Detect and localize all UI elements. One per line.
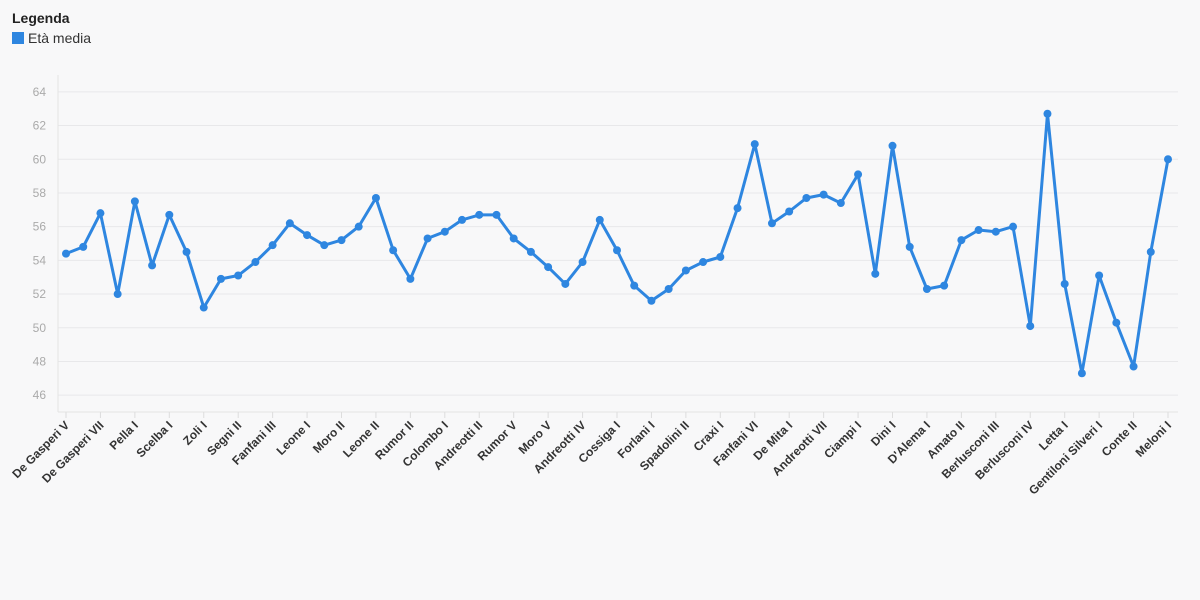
x-tick-label: Leone I (274, 418, 314, 458)
data-point[interactable] (664, 284, 673, 293)
series-eta-media (62, 109, 1172, 378)
y-tick-label: 48 (33, 354, 47, 368)
data-point[interactable] (389, 246, 398, 255)
data-point[interactable] (182, 247, 191, 256)
data-point[interactable] (871, 269, 880, 278)
data-point[interactable] (974, 226, 983, 235)
data-point[interactable] (613, 246, 621, 255)
data-point[interactable] (544, 263, 553, 272)
data-point[interactable] (234, 271, 243, 280)
data-point[interactable] (905, 242, 914, 251)
data-point[interactable] (526, 247, 535, 256)
data-point[interactable] (1112, 318, 1121, 327)
y-tick-label: 62 (33, 119, 47, 133)
data-point[interactable] (113, 290, 122, 299)
data-point[interactable] (320, 241, 329, 250)
data-point[interactable] (1146, 247, 1155, 256)
data-point[interactable] (888, 141, 897, 150)
data-point[interactable] (96, 209, 105, 218)
y-tick-label: 56 (33, 220, 47, 234)
data-point[interactable] (1026, 322, 1035, 331)
data-point[interactable] (716, 252, 725, 261)
data-point[interactable] (1060, 279, 1069, 288)
data-point[interactable] (922, 284, 931, 293)
data-point[interactable] (561, 279, 570, 288)
data-point[interactable] (1077, 369, 1086, 378)
series-line (65, 112, 1170, 375)
data-point[interactable] (509, 234, 518, 243)
legend-swatch (12, 32, 24, 44)
data-point[interactable] (130, 197, 139, 206)
data-point[interactable] (216, 274, 225, 283)
data-point[interactable] (268, 241, 277, 250)
data-point[interactable] (733, 204, 742, 213)
y-tick-label: 64 (33, 85, 47, 99)
data-point[interactable] (940, 281, 949, 290)
data-point[interactable] (836, 199, 845, 208)
data-point[interactable] (371, 194, 380, 203)
data-point[interactable] (854, 170, 863, 179)
x-tick-label: De Gasperi VII (39, 418, 106, 485)
data-point[interactable] (1129, 362, 1138, 371)
data-point[interactable] (423, 234, 432, 243)
y-tick-label: 54 (33, 253, 47, 267)
data-point[interactable] (681, 266, 690, 275)
data-point[interactable] (630, 281, 639, 290)
data-point[interactable] (406, 274, 415, 283)
y-tick-label: 50 (33, 321, 47, 335)
x-tick-label: Conte II (1099, 418, 1140, 459)
data-point[interactable] (802, 194, 811, 203)
data-point[interactable] (785, 207, 794, 216)
data-point[interactable] (991, 227, 1000, 236)
data-point[interactable] (62, 249, 70, 258)
data-point[interactable] (440, 227, 449, 236)
legend-item-label: Età media (28, 30, 92, 46)
data-point[interactable] (251, 258, 260, 267)
data-point[interactable] (750, 140, 759, 149)
data-point[interactable] (1009, 222, 1018, 231)
x-tick-label: Scelba I (133, 418, 175, 460)
x-tick-label: Dini I (868, 418, 899, 449)
data-point[interactable] (492, 210, 501, 219)
y-tick-label: 46 (33, 388, 47, 402)
data-point[interactable] (647, 296, 656, 305)
legend-title: Legenda (12, 10, 70, 26)
x-tick-label: Zoli I (180, 418, 210, 448)
data-point[interactable] (79, 242, 88, 251)
x-axis-ticks: De Gasperi VDe Gasperi VII Pella IScelba … (9, 412, 1174, 497)
data-point[interactable] (199, 303, 208, 312)
data-point[interactable] (165, 210, 174, 219)
x-tick-label: Ciampi I (821, 418, 864, 461)
y-axis-ticks: 46 48 50 52 54 56 58 60 62 64 (33, 85, 47, 402)
y-tick-label: 52 (33, 287, 47, 301)
legend: Legenda Età media (12, 10, 91, 46)
data-point[interactable] (1164, 155, 1172, 164)
data-point[interactable] (1043, 109, 1052, 118)
data-point[interactable] (699, 258, 708, 267)
y-tick-label: 58 (33, 186, 47, 200)
legend-item-eta-media[interactable]: Età media (12, 30, 91, 46)
data-point[interactable] (1095, 271, 1104, 280)
data-point[interactable] (285, 219, 294, 228)
data-point[interactable] (475, 210, 484, 219)
data-point[interactable] (458, 215, 467, 224)
data-point[interactable] (578, 258, 587, 267)
data-point[interactable] (595, 215, 604, 224)
gridlines (58, 91, 1178, 396)
data-point[interactable] (148, 261, 157, 270)
data-point[interactable] (303, 231, 312, 240)
data-point[interactable] (354, 222, 363, 231)
data-point[interactable] (957, 236, 966, 245)
data-point[interactable] (767, 219, 776, 228)
data-point[interactable] (337, 236, 346, 245)
x-tick-label: Meloni I (1133, 418, 1174, 459)
y-tick-label: 60 (33, 152, 47, 166)
data-point[interactable] (819, 190, 828, 199)
